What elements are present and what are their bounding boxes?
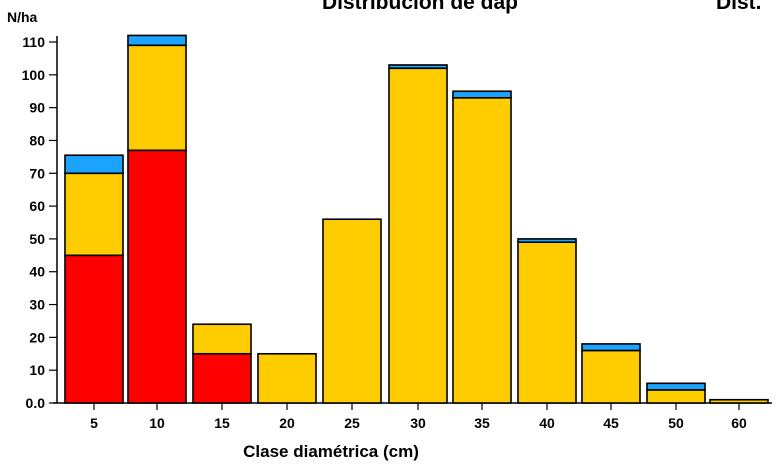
y-tick-label: 10 [29,362,45,378]
y-tick-label: 110 [22,34,45,50]
axes: 0.0 10 20 30 40 50 60 70 80 90 100 110 5 10 15 20 25 30 35… [22,34,772,431]
x-tick-label: 35 [474,415,490,431]
y-tick-label: 90 [29,100,45,116]
bar-segment [646,389,706,404]
bar-segment [452,96,512,404]
bar-segment [452,90,512,99]
bar-segment [127,44,187,152]
bars [64,34,769,404]
bar-segment [388,64,448,70]
x-tick-label: 30 [410,415,426,431]
x-tick-label: 15 [214,415,230,431]
x-tick-label: 20 [279,415,295,431]
bar-segment [517,241,577,404]
bar-segment [127,149,187,404]
x-tick-label: 10 [149,415,165,431]
bar-segment [64,254,124,404]
y-tick-label: 100 [22,67,46,83]
bar-segment [192,323,252,355]
bar-segment [192,352,252,404]
bar-segment [517,238,577,243]
y-tick-label: 60 [29,198,45,214]
bar-segment [127,34,187,47]
x-tick-label: 25 [344,415,360,431]
x-tick-label: 50 [668,415,684,431]
x-tick-label: 40 [539,415,555,431]
y-tick-label: 40 [29,264,45,280]
bar-segment [709,398,769,404]
bar-segment [581,343,641,352]
y-tick-label: 80 [29,132,45,148]
bar-segment [581,349,641,404]
bar-segment [646,382,706,391]
y-tick-label: 70 [29,165,45,181]
chart-title-secondary: Dist. [716,0,762,14]
x-tick-label: 5 [90,415,98,431]
y-tick-label: 30 [29,297,45,313]
x-axis-label: Clase diamétrica (cm) [243,442,419,461]
bar-segment [64,154,124,175]
bar-segment [322,218,382,404]
y-tick-label: 20 [29,329,45,345]
bar-segment [257,352,317,404]
bar-segment [64,172,124,257]
y-tick-label: 0.0 [26,395,46,411]
x-tick-label: 45 [603,415,619,431]
y-axis-label: N/ha [7,9,38,25]
y-tick-label: 50 [29,231,45,247]
chart-title: Distribución de dap [322,0,518,14]
x-tick-label: 60 [731,415,747,431]
bar-segment [388,67,448,404]
